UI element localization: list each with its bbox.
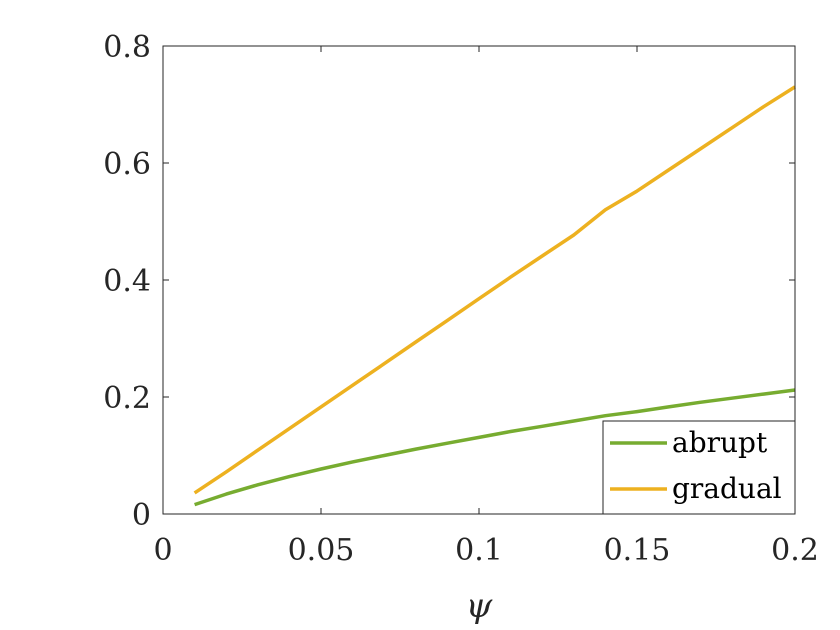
x-axis-tick-labels: 0 0.05 0.1 0.15 0.2 — [153, 533, 818, 568]
y-tick-label: 0.6 — [103, 147, 151, 182]
y-tick-label: 0 — [132, 498, 151, 533]
series-line-gradual — [193, 85, 796, 495]
series-layer — [193, 85, 796, 507]
x-tick-label: 0 — [153, 533, 172, 568]
legend: abrupt gradual — [602, 420, 796, 515]
plot-frame — [162, 45, 796, 515]
y-tick-label: 0.8 — [103, 30, 151, 65]
series-line-abrupt — [194, 388, 796, 507]
x-axis-label: ψ — [466, 586, 493, 626]
legend-entries: abrupt gradual — [610, 426, 782, 505]
y-tick-label: 0.4 — [103, 264, 151, 299]
legend-label-gradual: gradual — [672, 472, 782, 505]
x-tick-label: 0.15 — [604, 533, 671, 568]
legend-label-abrupt: abrupt — [672, 426, 768, 459]
x-tick-label: 0.05 — [288, 533, 355, 568]
y-axis-tick-labels: 0 0.2 0.4 0.6 0.8 — [103, 30, 151, 533]
x-tick-label: 0.1 — [455, 533, 503, 568]
y-tick-label: 0.2 — [103, 381, 151, 416]
x-tick-label: 0.2 — [771, 533, 819, 568]
legend-box — [602, 420, 796, 515]
